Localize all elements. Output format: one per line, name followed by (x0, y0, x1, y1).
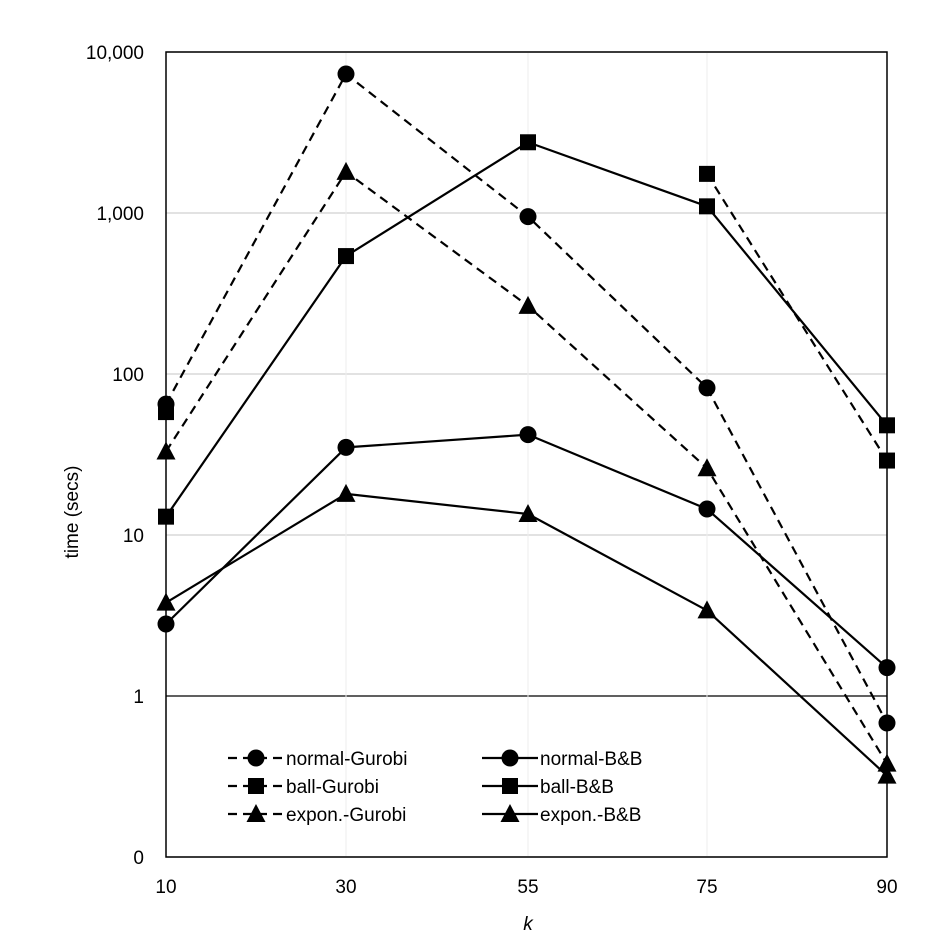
data-point (878, 714, 896, 732)
data-point (878, 659, 896, 677)
legend-item: expon.-B&B (482, 804, 641, 826)
data-point (156, 592, 176, 611)
x-tick-label: 75 (696, 877, 717, 898)
x-axis-title: k (523, 914, 534, 935)
legend-label: expon.-B&B (540, 805, 641, 826)
data-point (879, 417, 895, 434)
data-point (338, 248, 354, 265)
x-tick-label: 55 (517, 877, 538, 898)
data-point (337, 65, 355, 83)
data-point (699, 198, 715, 215)
series (156, 65, 897, 784)
data-point (156, 441, 176, 460)
legend-item: normal-B&B (482, 749, 642, 770)
y-tick-label: 10 (123, 526, 144, 547)
legend-marker (501, 749, 519, 767)
y-tick-label: 1,000 (96, 204, 144, 225)
data-point (879, 452, 895, 469)
legend-item: ball-B&B (482, 777, 614, 798)
legend-marker (502, 778, 518, 794)
legend-label: ball-Gurobi (286, 777, 379, 798)
data-point (518, 295, 538, 314)
x-tick-label: 10 (155, 877, 176, 898)
data-point (519, 208, 537, 226)
data-point (697, 458, 717, 477)
data-point (518, 504, 538, 523)
series-normal-gurobi (157, 65, 896, 732)
series-normal-b-b (157, 426, 896, 677)
legend-item: normal-Gurobi (228, 749, 407, 770)
y-axis-title: time (secs) (62, 466, 83, 559)
legend-label: normal-B&B (540, 749, 642, 770)
data-point (877, 765, 897, 784)
legend-marker (247, 749, 265, 767)
data-point (877, 753, 897, 772)
data-point (698, 500, 716, 518)
y-tick-label: 1 (133, 687, 144, 708)
data-point (336, 483, 356, 502)
data-point (337, 438, 355, 456)
legend-item: ball-Gurobi (228, 777, 379, 798)
y-tick-label: 10,000 (86, 43, 144, 64)
data-point (157, 615, 175, 633)
y-tick-label: 100 (112, 365, 144, 386)
series-expon-gurobi (156, 161, 897, 772)
data-point (519, 426, 537, 444)
data-point (699, 165, 715, 182)
data-point (158, 404, 174, 421)
series-expon-b-b (156, 483, 897, 784)
legend-marker (246, 804, 266, 822)
y-tick-label: 0 (133, 848, 144, 869)
legend-item: expon.-Gurobi (228, 804, 406, 826)
data-point (520, 134, 536, 151)
x-tick-label: 30 (335, 877, 356, 898)
legend-label: normal-Gurobi (286, 749, 407, 770)
data-point (698, 379, 716, 397)
legend-marker (248, 778, 264, 794)
legend-label: expon.-Gurobi (286, 805, 406, 826)
legend-marker (500, 804, 520, 822)
data-point (697, 600, 717, 619)
x-tick-label: 90 (876, 877, 897, 898)
data-point (158, 508, 174, 525)
legend-label: ball-B&B (540, 777, 614, 798)
legend: normal-Gurobi ball-Gurobi expon.-Gurobi nor… (228, 749, 642, 826)
series-ball-b-b (158, 134, 895, 525)
data-point (336, 161, 356, 180)
